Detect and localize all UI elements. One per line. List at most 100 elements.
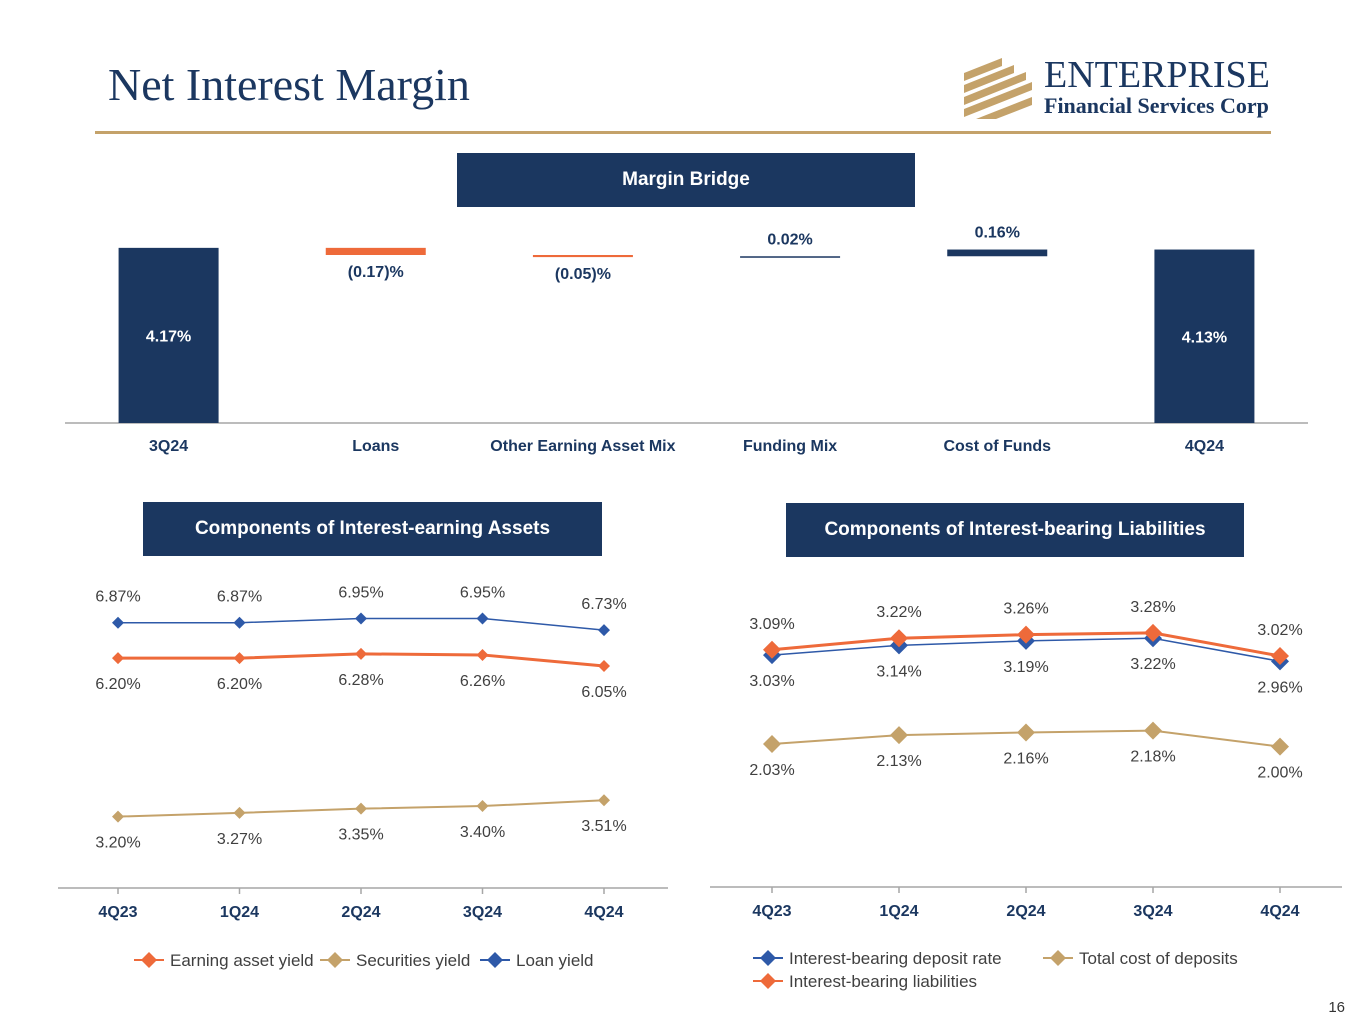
data-label-loan-yield: 6.87%: [95, 589, 140, 606]
data-point-interest-bearing-liabilities: [1271, 647, 1289, 665]
data-label-earning-asset-yield: 6.20%: [95, 676, 140, 693]
logo-subtitle: Financial Services Corp: [1044, 93, 1269, 118]
data-label-earning-asset-yield: 6.28%: [338, 672, 383, 689]
bridge-data-label: 0.16%: [975, 225, 1020, 242]
data-point-securities-yield: [355, 802, 367, 815]
bridge-data-label: 4.17%: [146, 328, 191, 345]
data-label-interest-bearing-deposit-rate: 3.14%: [876, 663, 921, 680]
data-label-interest-bearing-liabilities: 3.02%: [1257, 622, 1302, 639]
data-label-loan-yield: 6.95%: [338, 584, 383, 601]
x-tick-label: 4Q23: [752, 903, 791, 920]
data-label-total-cost-of-deposits: 2.16%: [1003, 750, 1048, 767]
company-logo: ENTERPRISE Financial Services Corp: [962, 54, 1274, 123]
legend-label: Total cost of deposits: [1079, 949, 1238, 968]
legend-marker-interest-bearing-deposit-rate: [760, 950, 776, 966]
data-label-interest-bearing-deposit-rate: 3.03%: [749, 673, 794, 690]
bridge-bar-3q24: [118, 247, 219, 423]
liabilities-chart-title: Components of Interest-bearing Liabiliti…: [786, 503, 1244, 557]
margin-bridge-title: Margin Bridge: [457, 153, 915, 207]
bridge-bar-cost-of-funds: [947, 249, 1048, 257]
data-label-interest-bearing-deposit-rate: 2.96%: [1257, 679, 1302, 696]
x-tick-label: 3Q24: [1133, 903, 1172, 920]
data-point-total-cost-of-deposits: [890, 726, 908, 745]
bridge-data-label: 4.13%: [1182, 329, 1227, 346]
data-point-loan-yield: [598, 624, 610, 637]
bridge-category-label: Loans: [352, 438, 399, 455]
x-tick-label: 2Q24: [1006, 903, 1045, 920]
page-number: 16: [1328, 999, 1345, 1016]
bridge-category-label: Other Earning Asset Mix: [490, 438, 675, 455]
logo-name: ENTERPRISE: [1044, 54, 1270, 96]
data-point-loan-yield: [476, 612, 489, 625]
data-label-interest-bearing-liabilities: 3.22%: [876, 604, 921, 621]
data-point-total-cost-of-deposits: [1271, 737, 1289, 756]
data-point-earning-asset-yield: [476, 648, 489, 661]
data-label-loan-yield: 6.95%: [460, 584, 505, 601]
data-label-securities-yield: 3.27%: [217, 831, 262, 848]
assets-line-chart: 4Q23 1Q24 2Q24 3Q24 4Q24 6.20% 6.20% 6.28% 6.26%…: [58, 584, 668, 970]
data-label-earning-asset-yield: 6.26%: [460, 673, 505, 690]
bridge-bar-4q24: [1154, 249, 1255, 423]
data-label-total-cost-of-deposits: 2.00%: [1257, 765, 1302, 782]
data-point-interest-bearing-liabilities: [1017, 625, 1035, 644]
bridge-data-label: 0.02%: [767, 231, 812, 248]
data-point-securities-yield: [476, 800, 489, 813]
x-tick-label: 2Q24: [341, 904, 380, 921]
data-label-securities-yield: 3.35%: [338, 827, 383, 844]
bridge-category-label: 3Q24: [149, 438, 188, 455]
bridge-category-label: Funding Mix: [743, 438, 837, 455]
bridge-category-label: 4Q24: [1185, 438, 1224, 455]
legend-marker-total-cost-of-deposits: [1050, 950, 1066, 966]
data-point-total-cost-of-deposits: [763, 735, 781, 753]
data-label-total-cost-of-deposits: 2.18%: [1130, 749, 1175, 766]
liabilities-line-chart: 4Q23 1Q24 2Q24 3Q24 4Q24 3.03% 3.14% 3.19% 3.22%…: [710, 599, 1342, 991]
page-title: Net Interest Margin: [108, 59, 470, 110]
data-point-securities-yield: [598, 794, 610, 807]
legend-label: Interest-bearing deposit rate: [789, 949, 1002, 968]
data-label-loan-yield: 6.73%: [581, 596, 626, 613]
data-label-securities-yield: 3.40%: [460, 824, 505, 841]
data-point-total-cost-of-deposits: [1017, 723, 1035, 742]
data-point-interest-bearing-liabilities: [890, 629, 908, 648]
bridge-bar-funding-mix: [740, 256, 841, 258]
data-label-interest-bearing-deposit-rate: 3.19%: [1003, 659, 1048, 676]
logo-mark-icon: [964, 58, 1032, 119]
bridge-category-label: Cost of Funds: [943, 438, 1051, 455]
data-point-interest-bearing-liabilities: [763, 640, 781, 659]
data-label-interest-bearing-deposit-rate: 3.22%: [1130, 656, 1175, 673]
assets-chart-title: Components of Interest-earning Assets: [143, 502, 602, 556]
x-tick-label: 4Q23: [98, 904, 137, 921]
data-point-loan-yield: [233, 616, 246, 629]
data-point-earning-asset-yield: [112, 652, 124, 665]
data-label-interest-bearing-liabilities: 3.28%: [1130, 599, 1175, 616]
x-tick-label: 1Q24: [879, 903, 918, 920]
data-label-securities-yield: 3.20%: [95, 835, 140, 852]
x-tick-label: 3Q24: [463, 904, 502, 921]
x-tick-label: 4Q24: [584, 904, 623, 921]
bridge-bar-other-earning-asset-mix: [532, 255, 633, 258]
legend-label: Interest-bearing liabilities: [789, 972, 977, 991]
data-label-total-cost-of-deposits: 2.03%: [749, 762, 794, 779]
legend-marker-securities-yield: [327, 952, 343, 968]
data-point-loan-yield: [112, 616, 124, 629]
data-point-earning-asset-yield: [233, 652, 246, 665]
legend-marker-earning-asset-yield: [141, 952, 157, 968]
data-point-earning-asset-yield: [598, 660, 610, 673]
data-label-loan-yield: 6.87%: [217, 589, 262, 606]
data-label-interest-bearing-liabilities: 3.09%: [749, 616, 794, 633]
data-label-earning-asset-yield: 6.05%: [581, 684, 626, 701]
bridge-bar-loans: [325, 247, 426, 255]
data-point-interest-bearing-liabilities: [1144, 623, 1162, 642]
data-point-earning-asset-yield: [355, 647, 367, 660]
title-divider: [95, 131, 1271, 134]
legend-marker-interest-bearing-liabilities: [760, 973, 776, 989]
data-point-securities-yield: [112, 810, 124, 823]
x-tick-label: 1Q24: [220, 904, 259, 921]
data-point-total-cost-of-deposits: [1144, 721, 1162, 740]
legend-label: Loan yield: [516, 951, 594, 970]
data-label-securities-yield: 3.51%: [581, 818, 626, 835]
legend-marker-loan-yield: [487, 952, 503, 968]
data-label-interest-bearing-liabilities: 3.26%: [1003, 601, 1048, 618]
data-point-securities-yield: [233, 806, 246, 819]
legend-label: Earning asset yield: [170, 951, 314, 970]
